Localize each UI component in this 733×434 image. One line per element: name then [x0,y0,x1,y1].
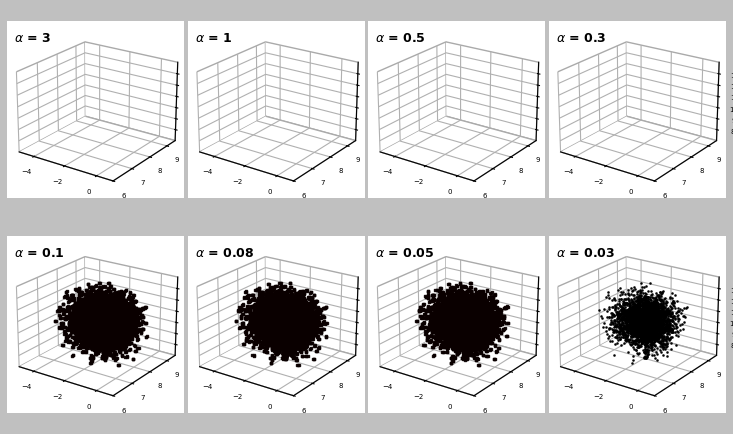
Text: $\alpha$ = 0.08: $\alpha$ = 0.08 [195,247,254,260]
Text: $\alpha$ = 0.1: $\alpha$ = 0.1 [15,247,65,260]
Text: $\alpha$ = 1: $\alpha$ = 1 [195,32,232,45]
Text: $\alpha$ = 3: $\alpha$ = 3 [15,32,51,45]
Text: $\alpha$ = 0.3: $\alpha$ = 0.3 [556,32,606,45]
Text: $\alpha$ = 0.5: $\alpha$ = 0.5 [375,32,426,45]
Text: $\alpha$ = 0.05: $\alpha$ = 0.05 [375,247,435,260]
Text: $\alpha$ = 0.03: $\alpha$ = 0.03 [556,247,615,260]
